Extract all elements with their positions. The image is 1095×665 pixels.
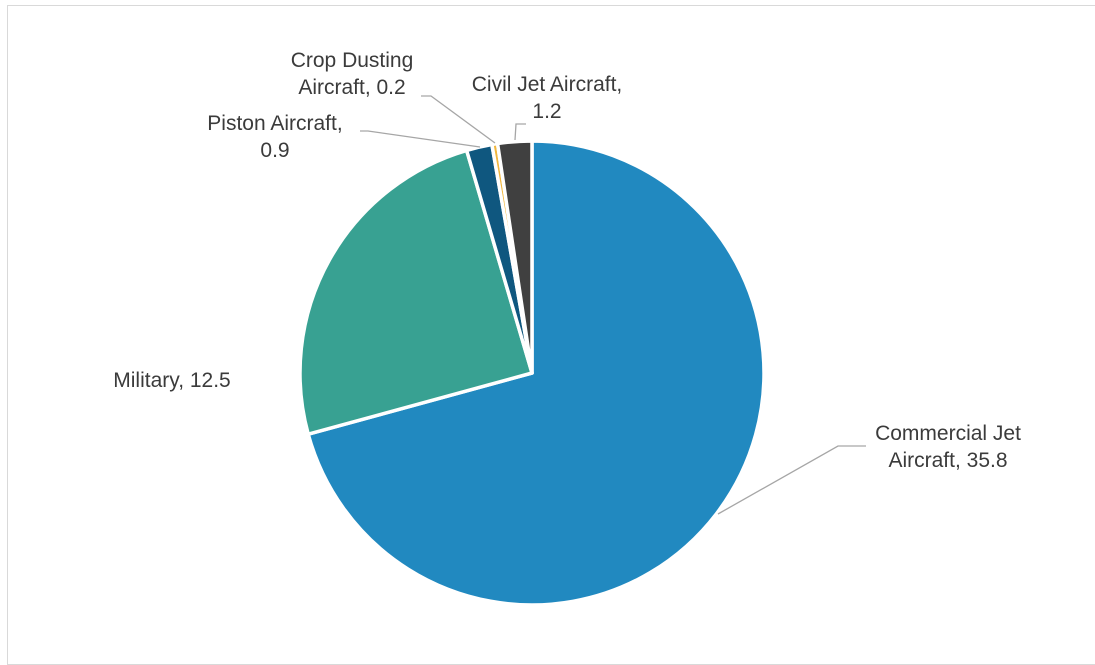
data-label-civil-jet-aircraft: Civil Jet Aircraft, xyxy=(472,73,623,96)
leader-line-piston-aircraft xyxy=(360,130,481,148)
data-label-piston-aircraft: Piston Aircraft, xyxy=(207,112,342,135)
data-label-commercial-jet-aircraft: Aircraft, 35.8 xyxy=(888,449,1007,472)
data-label-crop-dusting-aircraft: Aircraft, 0.2 xyxy=(298,76,405,99)
data-label-civil-jet-aircraft: 1.2 xyxy=(532,100,561,123)
pie-slices xyxy=(298,139,766,607)
data-label-piston-aircraft: 0.9 xyxy=(260,139,289,162)
leader-line-commercial-jet-aircraft xyxy=(717,445,866,515)
pie-slice-military xyxy=(298,148,534,436)
leader-line-civil-jet-aircraft xyxy=(514,123,526,141)
data-label-crop-dusting-aircraft: Crop Dusting xyxy=(291,49,414,72)
data-label-commercial-jet-aircraft: Commercial Jet xyxy=(875,422,1021,445)
leader-line-crop-dusting-aircraft xyxy=(421,95,496,144)
pie-slice-civil-jet-aircraft xyxy=(495,139,534,375)
pie-slice-commercial-jet-aircraft xyxy=(306,139,766,607)
data-labels: Commercial Jet Aircraft, 35.8 Military, 12… xyxy=(113,49,1021,472)
data-label-military: Military, 12.5 xyxy=(113,369,230,392)
leader-lines xyxy=(360,95,866,515)
